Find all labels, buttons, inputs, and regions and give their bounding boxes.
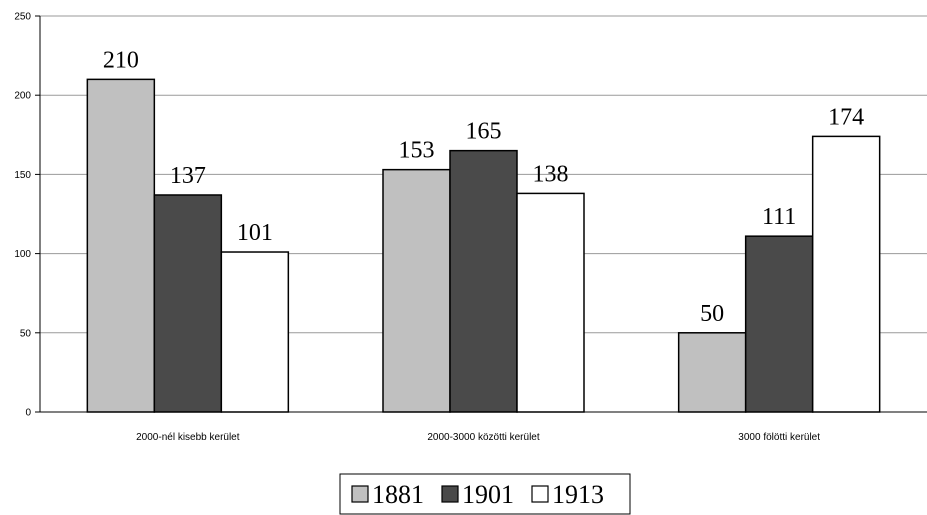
data-label: 137 <box>170 163 206 189</box>
data-label: 50 <box>700 301 724 327</box>
legend-swatch-1913 <box>531 485 549 503</box>
bar-1901-2 <box>449 149 518 413</box>
legend-swatch-1881 <box>351 485 369 503</box>
category-label: 2000-nél kisebb kerület <box>136 432 240 443</box>
y-tick-labels: 0 50 100 150 200 250 <box>14 12 31 419</box>
bar-1901-3 <box>744 235 814 413</box>
data-label: 101 <box>237 220 273 246</box>
bar-1901-1 <box>153 194 223 413</box>
y-tick-label: 100 <box>14 249 31 260</box>
bar-1913-1 <box>220 251 290 413</box>
data-label: 138 <box>533 161 569 187</box>
bar-1881-1 <box>86 78 156 413</box>
category-label: 3000 fölötti kerület <box>738 432 820 443</box>
legend: 1881 1901 1913 <box>339 473 631 515</box>
legend-label: 1881 <box>372 480 424 509</box>
legend-label: 1901 <box>462 480 514 509</box>
legend-label: 1913 <box>552 480 604 509</box>
bar-1881-3 <box>677 332 747 413</box>
data-label: 174 <box>828 104 864 130</box>
y-tick-label: 0 <box>25 408 31 419</box>
data-label: 165 <box>466 119 502 145</box>
legend-box <box>339 473 631 515</box>
bar-1881-2 <box>382 168 451 413</box>
bar-1913-2 <box>516 192 585 413</box>
legend-swatch-1901 <box>441 485 459 503</box>
y-tick-label: 200 <box>14 91 31 102</box>
bars <box>86 78 881 413</box>
data-labels: 210 137 101 153 165 138 50 111 174 <box>103 47 864 326</box>
category-labels: 2000-nél kisebb kerület 2000-3000 közötti… <box>136 432 820 443</box>
y-tick-label: 50 <box>20 328 32 339</box>
axes <box>35 15 927 413</box>
data-label: 153 <box>399 138 435 164</box>
data-label: 210 <box>103 47 139 73</box>
category-label: 2000-3000 közötti kerület <box>427 432 540 443</box>
bar-1913-3 <box>811 135 881 413</box>
y-tick-label: 250 <box>14 12 31 23</box>
y-tick-label: 150 <box>14 170 31 181</box>
data-label: 111 <box>762 204 796 230</box>
